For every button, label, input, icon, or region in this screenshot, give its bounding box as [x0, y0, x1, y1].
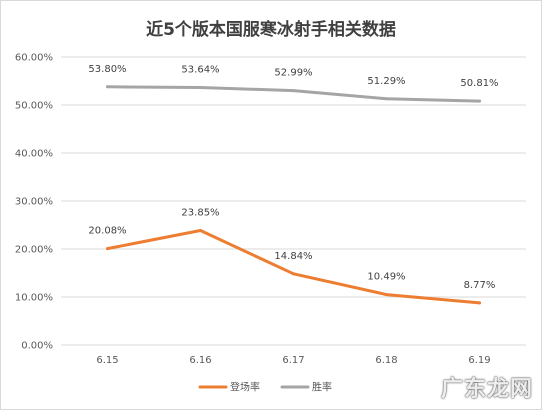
data-label: 53.64% [181, 65, 219, 76]
x-tick-label: 6.18 [375, 355, 397, 366]
x-tick-label: 6.19 [468, 355, 490, 366]
y-tick-label: 20.00% [15, 245, 53, 256]
data-label: 51.29% [367, 76, 405, 87]
data-point [199, 86, 202, 90]
x-tick-label: 6.17 [282, 355, 304, 366]
y-tick-label: 0.00% [21, 341, 53, 352]
data-point [292, 89, 295, 93]
series-line-0 [106, 229, 481, 305]
data-point [385, 293, 388, 297]
data-label: 20.08% [88, 226, 126, 237]
y-tick-label: 50.00% [15, 101, 53, 112]
legend-label: 登场率 [230, 381, 260, 394]
data-point [292, 272, 295, 276]
series-line-1 [106, 85, 481, 103]
data-point [106, 85, 109, 89]
y-tick-label: 60.00% [15, 53, 53, 64]
legend-label: 胜率 [312, 381, 332, 394]
data-point [478, 99, 481, 103]
data-label: 10.49% [367, 272, 405, 283]
data-point [385, 97, 388, 101]
chart-title: 近5个版本国服寒冰射手相关数据 [146, 20, 396, 40]
data-point [478, 301, 481, 305]
data-label: 23.85% [181, 208, 219, 219]
data-label: 50.81% [460, 78, 498, 89]
data-point [106, 247, 109, 251]
data-point [199, 229, 202, 233]
data-label: 14.84% [274, 251, 312, 262]
data-label: 52.99% [274, 68, 312, 79]
data-label: 8.77% [464, 280, 496, 291]
y-tick-label: 30.00% [15, 197, 53, 208]
y-tick-label: 40.00% [15, 149, 53, 160]
watermark-logo: 广东龙网 [440, 377, 533, 402]
data-label: 53.80% [88, 64, 126, 75]
x-tick-label: 6.16 [189, 355, 211, 366]
x-tick-label: 6.15 [96, 355, 118, 366]
y-tick-label: 10.00% [15, 293, 53, 304]
